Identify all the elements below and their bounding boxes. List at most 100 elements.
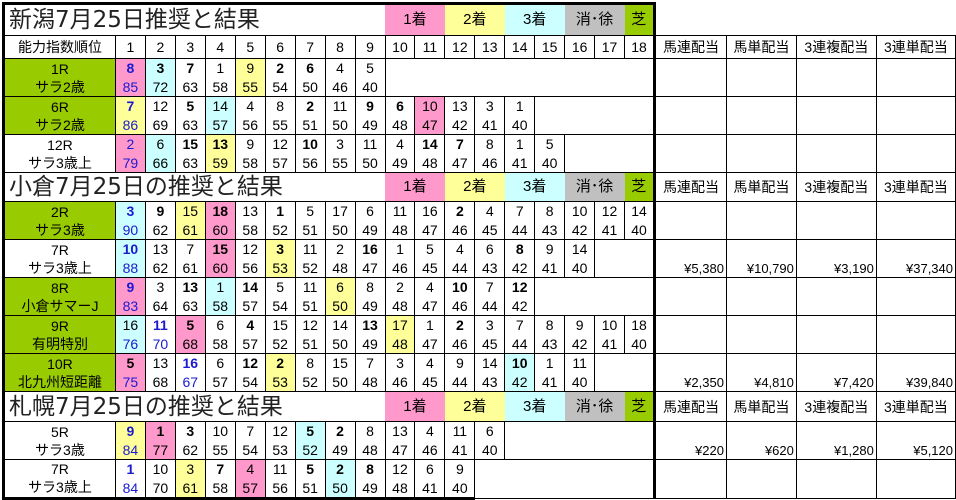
ability-index: 83 <box>114 296 146 316</box>
ability-index: 48 <box>324 258 356 278</box>
horse-number: 2 <box>444 201 476 221</box>
ability-index: 84 <box>114 478 146 500</box>
payout-3 <box>795 134 877 173</box>
horse-number: 4 <box>234 315 266 335</box>
horse-number: 2 <box>444 315 476 335</box>
ability-index: 42 <box>504 258 536 278</box>
ability-index: 49 <box>354 334 386 354</box>
ability-index: 42 <box>444 115 476 135</box>
horse-number: 9 <box>144 201 176 221</box>
ability-index: 52 <box>264 220 296 240</box>
horse-number: 8 <box>354 421 386 441</box>
payout-1: ¥220 <box>653 421 727 460</box>
ability-index: 57 <box>234 296 266 316</box>
horse-number: 9 <box>564 315 596 335</box>
ability-index: 55 <box>234 77 266 97</box>
empty-cells <box>534 277 656 316</box>
ability-index: 42 <box>564 334 596 354</box>
horse-number: 12 <box>234 239 266 259</box>
ability-index: 50 <box>354 153 386 173</box>
sheet-row: 75 68 67 57 54 53 52 50 48 46 45 44 43 42 41 40 <box>4 372 956 392</box>
legend-second: 2着 <box>444 391 505 422</box>
horse-number: 2 <box>264 58 296 78</box>
horse-number: 12 <box>144 96 176 116</box>
race-class: サラ2歳 <box>35 78 85 95</box>
legend-second: 2着 <box>444 172 505 202</box>
ability-index: 64 <box>144 296 176 316</box>
payout-3 <box>795 96 877 135</box>
horse-number: 16 <box>414 201 446 221</box>
sheet-row: 9R 有明特別 16 11 5 6 4 15 12 14 13 17 1 2 3 7 8 9 10 18 <box>2 315 956 354</box>
ability-index: 54 <box>234 372 266 392</box>
horse-number: 13 <box>144 239 176 259</box>
race-class: 小倉サマーJ <box>21 297 99 314</box>
ability-index: 46 <box>384 372 416 392</box>
empty-cells <box>594 239 656 278</box>
horse-number: 12 <box>264 421 296 441</box>
horse-number: 17 <box>324 201 356 221</box>
horse-number: 13 <box>234 201 266 221</box>
horse-number: 13 <box>174 277 206 297</box>
horse-number: 2 <box>384 277 416 297</box>
ability-index: 40 <box>564 258 596 278</box>
ability-index: 47 <box>384 440 416 460</box>
legend-turf: 芝 <box>624 2 656 36</box>
ability-index: 61 <box>174 258 206 278</box>
empty-cells <box>594 353 656 392</box>
rank-column-header: 17 <box>594 35 626 59</box>
race-label: 12R サラ3歳上 <box>2 134 116 173</box>
horse-number: 11 <box>144 315 176 335</box>
sheet-row: 83 64 63 58 57 54 51 50 49 48 47 46 44 42 <box>4 296 956 316</box>
empty-cells <box>474 459 656 499</box>
horse-number: 18 <box>204 201 236 221</box>
ability-index: 52 <box>294 372 326 392</box>
payout-4 <box>875 201 956 240</box>
empty-cells <box>504 421 656 460</box>
ability-index: 40 <box>624 334 656 354</box>
race-label: 7R サラ3歳上 <box>2 459 116 500</box>
sheet-row: 7R サラ3歳上 10 13 7 15 12 3 11 2 16 1 5 4 6 8 9 14 ¥5,380 ¥10,… <box>2 239 956 278</box>
ability-index: 46 <box>444 296 476 316</box>
horse-number: 11 <box>294 277 326 297</box>
horse-number: 4 <box>474 201 506 221</box>
ability-index: 48 <box>354 440 386 460</box>
horse-number: 4 <box>444 239 476 259</box>
rank-column-header: 14 <box>504 35 536 59</box>
horse-number: 8 <box>534 315 566 335</box>
ability-index: 57 <box>204 372 236 392</box>
payout-1 <box>653 134 727 173</box>
ability-index: 46 <box>444 220 476 240</box>
ability-index: 45 <box>414 258 446 278</box>
empty-cells <box>534 96 656 135</box>
horse-number: 12 <box>504 277 536 297</box>
race-number: 8R <box>51 279 69 296</box>
sheet-row: 76 70 68 58 57 52 51 50 49 48 47 46 45 44 43 42 41 40 <box>4 334 956 354</box>
ability-index: 56 <box>234 115 266 135</box>
ability-index: 50 <box>324 372 356 392</box>
ability-index: 46 <box>474 153 506 173</box>
horse-number: 1 <box>414 315 446 335</box>
horse-number: 7 <box>504 315 536 335</box>
horse-number: 10 <box>594 315 626 335</box>
horse-number: 4 <box>324 58 356 78</box>
horse-number: 3 <box>144 58 176 78</box>
horse-number: 8 <box>504 239 536 259</box>
rank-column-header: 13 <box>474 35 506 59</box>
ability-index: 53 <box>264 258 296 278</box>
sheet-row: 84 77 62 55 54 53 52 49 48 47 46 41 40 <box>4 440 956 460</box>
payout-header: 馬連配当 <box>653 35 727 59</box>
ability-index: 41 <box>414 478 446 500</box>
race-label: 8R 小倉サマーJ <box>2 277 116 316</box>
race-class: 北九州短距離 <box>17 373 102 390</box>
ability-index: 48 <box>354 372 386 392</box>
horse-number: 14 <box>324 315 356 335</box>
rank-column-header: 10 <box>384 35 416 59</box>
payout-header: 馬連配当 <box>653 172 727 202</box>
ability-index: 58 <box>234 220 266 240</box>
horse-number: 3 <box>264 239 296 259</box>
race-number: 6R <box>51 98 69 115</box>
ability-index: 58 <box>204 478 236 500</box>
payout-header: 3連単配当 <box>875 35 956 59</box>
sheet-row: 能力指数順位 1 2 3 4 5 6 7 8 9 10 11 12 13 14 15 16 17 18 馬連配当 馬単配… <box>2 35 956 59</box>
ability-index: 47 <box>414 296 446 316</box>
